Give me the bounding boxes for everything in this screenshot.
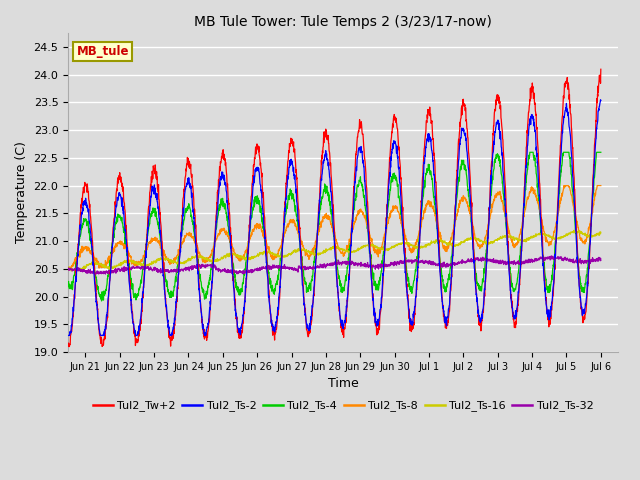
Y-axis label: Temperature (C): Temperature (C) [15,142,28,243]
X-axis label: Time: Time [328,377,358,390]
Title: MB Tule Tower: Tule Temps 2 (3/23/17-now): MB Tule Tower: Tule Temps 2 (3/23/17-now… [194,15,492,29]
Legend: Tul2_Tw+2, Tul2_Ts-2, Tul2_Ts-4, Tul2_Ts-8, Tul2_Ts-16, Tul2_Ts-32: Tul2_Tw+2, Tul2_Ts-2, Tul2_Ts-4, Tul2_Ts… [88,396,598,416]
Text: MB_tule: MB_tule [76,45,129,58]
